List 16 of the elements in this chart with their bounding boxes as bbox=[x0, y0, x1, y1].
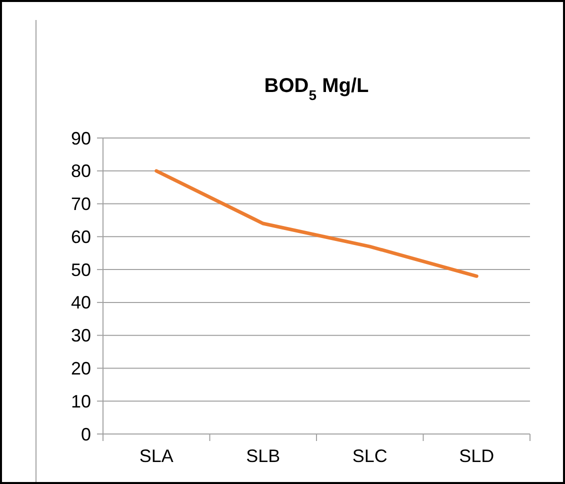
x-tick-label: SLC bbox=[352, 446, 388, 466]
x-tick-label: SLD bbox=[459, 446, 494, 466]
y-tick-label: 90 bbox=[70, 128, 91, 148]
y-tick-label: 40 bbox=[70, 292, 91, 313]
y-tick-label: 10 bbox=[70, 391, 91, 412]
y-tick-label: 70 bbox=[70, 194, 91, 214]
y-tick-label: 20 bbox=[70, 358, 91, 379]
line-series bbox=[154, 169, 478, 278]
y-tick-label: 0 bbox=[80, 424, 91, 444]
y-tick-label: 50 bbox=[70, 260, 91, 280]
x-tick-label: SLA bbox=[139, 446, 174, 466]
y-tick-label: 30 bbox=[70, 326, 91, 346]
chart-title: BOD$_{5}$ Mg/L bbox=[264, 75, 369, 103]
y-tick-label: 80 bbox=[70, 161, 91, 182]
x-tick-label: SLB bbox=[246, 446, 280, 466]
y-tick-label: 60 bbox=[70, 226, 91, 247]
